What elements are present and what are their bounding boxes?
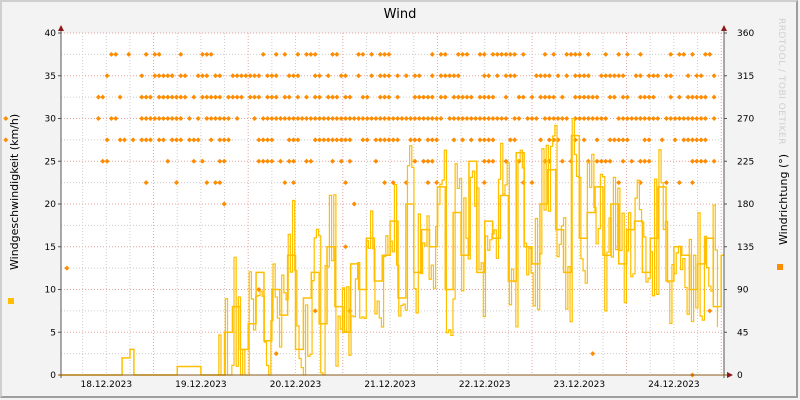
y-tick-right: 315 [737,72,754,82]
chart-title: Wind [383,7,417,22]
y-tick-right: 135 [737,243,754,253]
x-tick-label: 19.12.2023 [175,380,227,390]
speed-series-detail [216,117,719,376]
y-tick-right: 45 [737,328,748,338]
y-tick-right: 270 [737,115,754,125]
y-tick-right: 90 [737,286,749,296]
y-axis-left-arrow-icon [58,25,64,31]
x-tick-label: 24.12.2023 [648,380,700,390]
y-tick-left: 0 [50,371,56,381]
y-tick-right: 180 [737,200,754,210]
legend-speed-swatch [8,298,14,304]
y-axis-right-arrow-icon [721,25,727,31]
y-tick-right: 225 [737,157,754,167]
y-tick-left: 40 [45,29,57,39]
y-tick-left: 35 [45,72,56,82]
y-tick-right: 0 [737,371,743,381]
x-tick-label: 23.12.2023 [554,380,606,390]
x-tick-label: 18.12.2023 [81,380,133,390]
y-tick-right: 360 [737,29,754,39]
y-tick-left: 10 [45,286,57,296]
y-tick-left: 30 [45,115,57,125]
x-tick-label: 21.12.2023 [364,380,416,390]
x-tick-label: 20.12.2023 [270,380,322,390]
legend-direction-swatch [777,264,783,270]
x-tick-label: 22.12.2023 [459,380,511,390]
y-tick-left: 5 [50,328,56,338]
y-tick-left: 15 [45,243,56,253]
y-tick-left: 25 [45,157,56,167]
x-axis-arrow-icon [727,372,733,378]
direction-series [3,51,717,378]
y-tick-left: 20 [45,200,57,210]
